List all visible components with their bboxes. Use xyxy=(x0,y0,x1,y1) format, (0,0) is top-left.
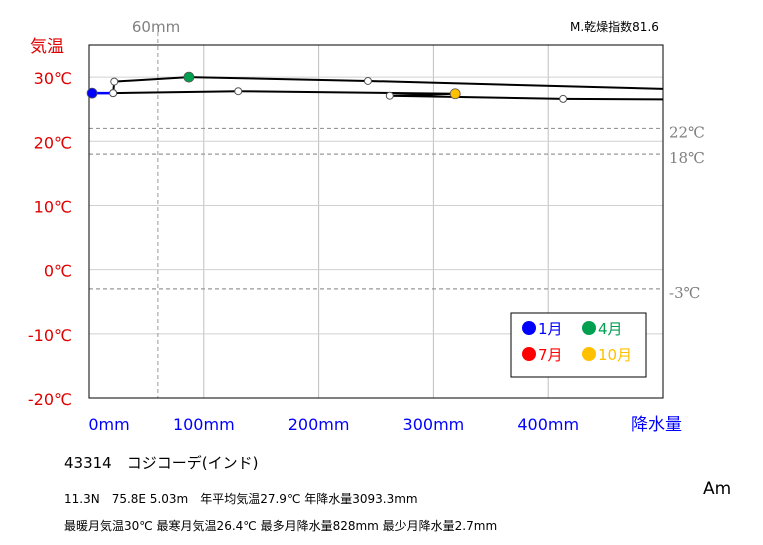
y-axis-title: 気温 xyxy=(30,37,64,57)
month-point xyxy=(110,77,119,86)
month-point xyxy=(234,87,243,96)
x-tick-label: 400mm xyxy=(517,415,579,434)
legend-label: 7月 xyxy=(538,346,563,364)
month-point xyxy=(363,76,372,85)
month-point xyxy=(86,87,98,99)
legend-marker xyxy=(522,321,536,335)
x-tick-label: 100mm xyxy=(173,415,235,434)
x-axis-title: 降水量 xyxy=(631,415,682,435)
y-tick-label: -10℃ xyxy=(28,326,72,345)
month-point xyxy=(183,71,195,83)
reference-lines: 60mm 22℃ 18℃ -3℃ xyxy=(89,18,705,398)
y-tick-label: 0℃ xyxy=(44,262,72,281)
plot-frame xyxy=(88,44,664,399)
month-point xyxy=(109,89,118,98)
curve-segment xyxy=(237,90,457,95)
y-tick-labels: 30℃ 20℃ 10℃ 0℃ -10℃ -20℃ xyxy=(28,69,72,409)
curve-segment xyxy=(112,90,240,95)
curve-segment xyxy=(366,79,663,90)
legend-marker xyxy=(522,347,536,361)
legend-marker xyxy=(582,347,596,361)
x-tick-label: 0mm xyxy=(88,415,129,434)
month-point xyxy=(449,88,461,100)
legend-label: 1月 xyxy=(538,320,563,338)
station-title: 43314 コジコーデ(インド) xyxy=(64,454,259,472)
x-tick-label: 300mm xyxy=(403,415,465,434)
y-tick-label: -20℃ xyxy=(28,390,72,409)
y-tick-label: 30℃ xyxy=(34,69,72,88)
legend-label: 4月 xyxy=(598,320,623,338)
y-tick-label: 20℃ xyxy=(34,133,72,152)
station-info-line2: 最暖月気温30℃ 最寒月気温26.4℃ 最多月降水量828mm 最少月降水量2.… xyxy=(64,519,498,533)
legend-marker xyxy=(582,321,596,335)
climate-code: Am xyxy=(703,479,732,499)
legend-label: 10月 xyxy=(598,346,632,364)
month-point xyxy=(559,94,568,103)
curve-segment xyxy=(113,76,190,83)
reference-label: -3℃ xyxy=(669,284,700,302)
reference-label: 18℃ xyxy=(669,149,705,167)
month-points xyxy=(86,71,568,103)
x-tick-labels: 0mm 100mm 200mm 300mm 400mm xyxy=(88,415,579,434)
y-tick-label: 10℃ xyxy=(34,197,72,216)
dryness-index: M.乾燥指数81.6 xyxy=(570,20,659,34)
x-tick-label: 200mm xyxy=(288,415,350,434)
reference-label: 22℃ xyxy=(669,123,705,141)
curve-segment xyxy=(388,94,565,100)
month-point xyxy=(385,91,394,100)
curve-segment xyxy=(562,97,663,101)
precip-marker-label: 60mm xyxy=(132,18,180,36)
legend: 1月 4月 7月 10月 xyxy=(510,312,647,378)
station-info-line1: 11.3N 75.8E 5.03m 年平均気温27.9℃ 年降水量3093.3m… xyxy=(64,492,418,506)
curve-segment xyxy=(187,76,369,82)
